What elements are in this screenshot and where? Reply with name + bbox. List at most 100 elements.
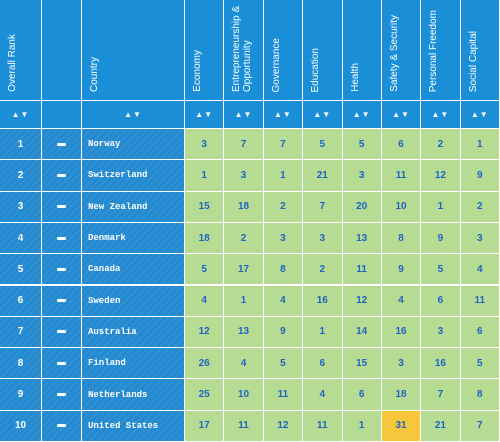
header-text: Social Capital: [467, 30, 479, 92]
score-cell: 11: [460, 285, 500, 317]
sort-arrows[interactable]: ▲▼: [224, 101, 264, 129]
score-cell: 5: [263, 348, 304, 380]
column-header: Entrepreneurship & Opportunity: [224, 0, 264, 101]
rank-cell: 10: [0, 410, 42, 442]
score-cell: 2: [421, 129, 461, 161]
score-cell: 6: [342, 379, 382, 411]
sort-arrows[interactable]: ▲▼: [185, 101, 225, 129]
country-cell[interactable]: New Zealand: [82, 191, 185, 223]
sort-arrows[interactable]: ▲▼: [82, 101, 185, 129]
sort-arrows[interactable]: ▲▼: [0, 101, 42, 129]
score-cell: 9: [421, 222, 461, 255]
rank-cell: 3: [0, 191, 42, 223]
column-header: [42, 0, 82, 101]
score-cell: 9: [263, 316, 304, 349]
score-cell: 15: [342, 348, 382, 380]
score-cell: 1: [263, 160, 304, 192]
score-cell: 18: [185, 222, 225, 255]
header-text: Overall Rank: [7, 34, 18, 92]
score-cell: 3: [303, 222, 343, 255]
country-cell[interactable]: Netherlands: [82, 379, 185, 411]
score-cell: 7: [460, 410, 500, 442]
rank-cell: 4: [0, 222, 42, 255]
score-cell: 16: [303, 285, 343, 317]
score-cell: 5: [185, 254, 225, 286]
score-cell: 10: [224, 379, 264, 411]
column-header: Economy: [185, 0, 225, 101]
sort-arrows[interactable]: ▲▼: [342, 101, 382, 129]
header-text: Entrepreneurship & Opportunity: [231, 5, 254, 92]
sort-arrows[interactable]: ▲▼: [303, 101, 343, 129]
no-change-icon: [57, 424, 66, 428]
rank-cell: 8: [0, 348, 42, 380]
score-cell: 4: [224, 348, 264, 380]
change-cell: [42, 410, 82, 442]
score-cell: 12: [342, 285, 382, 317]
score-cell: 13: [342, 222, 382, 255]
sort-arrows[interactable]: ▲▼: [381, 101, 422, 129]
score-cell: 1: [460, 129, 500, 161]
rank-cell: 7: [0, 316, 42, 349]
score-cell: 6: [303, 348, 343, 380]
change-cell: [42, 160, 82, 192]
score-cell: 7: [303, 191, 343, 223]
score-cell: 2: [303, 254, 343, 286]
country-cell[interactable]: United States: [82, 410, 185, 442]
score-cell: 6: [381, 129, 422, 161]
score-cell: 21: [421, 410, 461, 442]
score-cell: 4: [381, 285, 422, 317]
score-cell: 6: [460, 316, 500, 349]
country-cell[interactable]: Switzerland: [82, 160, 185, 192]
change-cell: [42, 379, 82, 411]
header-text: Health: [349, 63, 361, 92]
column-header: Country: [82, 0, 185, 101]
country-cell[interactable]: Finland: [82, 348, 185, 380]
country-cell[interactable]: Australia: [82, 316, 185, 349]
score-cell: 9: [460, 160, 500, 192]
country-cell[interactable]: Sweden: [82, 285, 185, 317]
score-cell: 25: [185, 379, 225, 411]
change-cell: [42, 222, 82, 255]
score-cell: 1: [224, 285, 264, 317]
score-cell: 5: [460, 348, 500, 380]
score-cell: 2: [224, 222, 264, 255]
score-cell: 5: [303, 129, 343, 161]
score-cell: 16: [421, 348, 461, 380]
no-change-icon: [57, 299, 66, 303]
score-cell: 3: [421, 316, 461, 349]
country-cell[interactable]: Denmark: [82, 222, 185, 255]
score-cell: 7: [263, 129, 304, 161]
sort-arrows[interactable]: ▲▼: [460, 101, 500, 129]
no-change-icon: [57, 205, 66, 209]
score-cell: 9: [381, 254, 422, 286]
rank-cell: 1: [0, 129, 42, 161]
score-cell: 3: [460, 222, 500, 255]
rank-cell: 9: [0, 379, 42, 411]
score-cell: 13: [224, 316, 264, 349]
change-cell: [42, 129, 82, 161]
score-cell: 11: [224, 410, 264, 442]
score-cell: 12: [263, 410, 304, 442]
header-text: Safety & Security: [388, 15, 400, 92]
header-text: Education: [310, 47, 322, 92]
score-cell: 11: [303, 410, 343, 442]
change-cell: [42, 348, 82, 380]
score-cell: 26: [185, 348, 225, 380]
score-cell: 17: [185, 410, 225, 442]
score-cell: 1: [303, 316, 343, 349]
country-cell[interactable]: Canada: [82, 254, 185, 286]
no-change-icon: [57, 142, 66, 146]
change-cell: [42, 254, 82, 286]
score-cell: 11: [381, 160, 422, 192]
sort-arrows[interactable]: ▲▼: [421, 101, 461, 129]
header-text: Governance: [270, 37, 282, 92]
score-cell: 14: [342, 316, 382, 349]
sort-arrows[interactable]: ▲▼: [263, 101, 304, 129]
header-text: Personal Freedom: [428, 9, 440, 92]
country-cell[interactable]: Norway: [82, 129, 185, 161]
score-cell: 10: [381, 191, 422, 223]
score-cell: 31: [381, 410, 422, 442]
column-header: Health: [342, 0, 382, 101]
no-change-icon: [57, 236, 66, 240]
